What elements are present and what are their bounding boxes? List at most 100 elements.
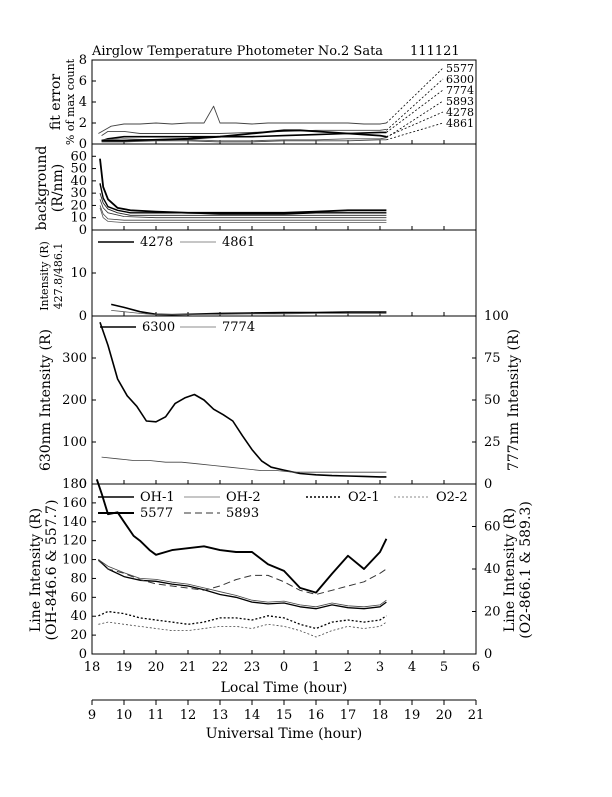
local-time-tick-label: 21 bbox=[180, 660, 197, 675]
oh-series-oh-2 bbox=[98, 559, 387, 608]
blue-ytick-label: 0 bbox=[79, 309, 87, 324]
ut-tick-label: 12 bbox=[180, 708, 197, 723]
bg-ytick-label: 30 bbox=[70, 186, 87, 201]
fit-line-label: 4278 bbox=[446, 106, 474, 119]
oh-ytick-right-label: 0 bbox=[484, 647, 492, 662]
oh-ytick-label: 80 bbox=[70, 571, 87, 586]
oh-ylabel-left-2: (OH-846.6 & 557.7) bbox=[44, 500, 60, 641]
ut-tick-label: 9 bbox=[88, 708, 96, 723]
oh-series-5577 bbox=[95, 478, 388, 594]
red-ytick-right-label: 0 bbox=[484, 477, 492, 492]
fit-ytick-label: 8 bbox=[79, 53, 87, 68]
ut-tick-label: 14 bbox=[244, 708, 261, 723]
oh-ytick-label: 140 bbox=[62, 515, 87, 530]
oh-series-o2-1 bbox=[98, 610, 387, 630]
legend-label-4278: 4278 bbox=[140, 235, 173, 250]
red-series-7774 bbox=[101, 456, 387, 473]
oh-ytick-label: 60 bbox=[70, 590, 87, 605]
oh-ylabel-right-2: (O2-866.1 & 589.3) bbox=[518, 501, 534, 639]
blue-ylabel-2: 427.8/486.1 bbox=[52, 243, 65, 310]
red-ylabel-right: 777nm Intensity (R) bbox=[506, 329, 522, 471]
bg-series-d bbox=[99, 199, 387, 219]
blue-series-4861 bbox=[111, 310, 387, 316]
ut-tick-label: 15 bbox=[276, 708, 293, 723]
bg-ytick-label: 40 bbox=[70, 174, 87, 189]
oh-ytick-label: 100 bbox=[62, 553, 87, 568]
ut-tick-label: 20 bbox=[436, 708, 453, 723]
legend-label-4861: 4861 bbox=[222, 235, 255, 250]
oh-ytick-right-label: 60 bbox=[484, 520, 501, 535]
chart-date: 111121 bbox=[410, 44, 460, 59]
legend-label-oh1: OH-1 bbox=[140, 490, 175, 505]
fit-ylabel-1: fit error bbox=[48, 74, 64, 131]
bg-ytick-label: 60 bbox=[70, 149, 87, 164]
local-time-tick-label: 4 bbox=[408, 660, 416, 675]
oh-series-oh-1 bbox=[97, 559, 387, 610]
bg-series-a bbox=[99, 158, 387, 214]
ut-tick-label: 11 bbox=[148, 708, 165, 723]
chart-marks: 0246801020304050600100100200300025507510… bbox=[62, 53, 509, 723]
ut-tick-label: 18 bbox=[372, 708, 389, 723]
red-ytick-label: 0 bbox=[79, 477, 87, 492]
legend-label-5577: 5577 bbox=[140, 506, 173, 521]
ut-tick-label: 19 bbox=[404, 708, 421, 723]
bg-ylabel-2: (R/nm) bbox=[50, 164, 66, 212]
bg-ylabel-1: background bbox=[34, 146, 50, 231]
fit-line-label: 4861 bbox=[446, 117, 474, 130]
red-ytick-right-label: 100 bbox=[484, 309, 509, 324]
ut-tick-label: 17 bbox=[340, 708, 357, 723]
ut-tick-label: 13 bbox=[212, 708, 229, 723]
oh-series-o2-2 bbox=[98, 621, 387, 638]
bg-series-f bbox=[99, 207, 387, 224]
local-time-tick-label: 2 bbox=[344, 660, 352, 675]
bg-ytick-label: 50 bbox=[70, 162, 87, 177]
fit-ylabel-2: % of max count bbox=[64, 58, 77, 145]
bg-ytick-label: 0 bbox=[79, 223, 87, 238]
red-legend: 6300 7774 bbox=[100, 320, 255, 335]
legend-label-6300: 6300 bbox=[142, 320, 175, 335]
fit-series-5577 bbox=[98, 105, 387, 134]
local-time-tick-label: 0 bbox=[280, 660, 288, 675]
legend-label-o22: O2-2 bbox=[436, 490, 468, 505]
legend-label-5893: 5893 bbox=[226, 506, 259, 521]
oh-ytick-right-label: 40 bbox=[484, 562, 501, 577]
oh-legend: OH-1 OH-2 O2-1 O2-2 5577 5893 bbox=[98, 490, 468, 521]
fit-line-label: 6300 bbox=[446, 73, 474, 86]
oh-ytick-label: 120 bbox=[62, 534, 87, 549]
fit-line-label: 7774 bbox=[446, 84, 474, 97]
fit-label-leader bbox=[386, 111, 444, 138]
panel-red-frame bbox=[91, 315, 477, 485]
chart-title: Airglow Temperature Photometer No.2 Sata bbox=[91, 44, 383, 59]
fit-label-leader bbox=[386, 122, 444, 141]
fit-label-leader bbox=[386, 100, 444, 139]
bg-series-c bbox=[99, 192, 387, 216]
fit-ytick-label: 6 bbox=[79, 74, 87, 89]
fit-ytick-label: 2 bbox=[79, 116, 87, 131]
oh-ylabel-left-1: Line Intensity (R) bbox=[28, 508, 44, 632]
ut-tick-label: 16 bbox=[308, 708, 325, 723]
fit-ytick-label: 4 bbox=[79, 95, 87, 110]
local-time-tick-label: 19 bbox=[116, 660, 133, 675]
bg-ytick-label: 20 bbox=[70, 198, 87, 213]
red-ytick-label: 100 bbox=[62, 435, 87, 450]
red-ytick-label: 300 bbox=[62, 351, 87, 366]
ut-tick-label: 10 bbox=[116, 708, 133, 723]
fit-series-6300 bbox=[101, 128, 387, 136]
red-series-6300 bbox=[99, 322, 387, 478]
bg-series-b bbox=[99, 183, 387, 215]
legend-label-o21: O2-1 bbox=[348, 490, 380, 505]
fit-ytick-label: 0 bbox=[79, 137, 87, 152]
blue-ytick-label: 10 bbox=[70, 266, 87, 281]
local-time-tick-label: 1 bbox=[312, 660, 320, 675]
universal-time-label: Universal Time (hour) bbox=[206, 726, 363, 742]
fit-line-label: 5577 bbox=[446, 62, 474, 75]
local-time-tick-label: 20 bbox=[148, 660, 165, 675]
red-ylabel-left: 630nm Intensity (R) bbox=[38, 329, 54, 471]
fit-label-leader bbox=[386, 89, 444, 133]
local-time-tick-label: 23 bbox=[244, 660, 261, 675]
oh-ytick-label: 20 bbox=[70, 628, 87, 643]
oh-ytick-label: 160 bbox=[62, 496, 87, 511]
local-time-tick-label: 18 bbox=[84, 660, 101, 675]
